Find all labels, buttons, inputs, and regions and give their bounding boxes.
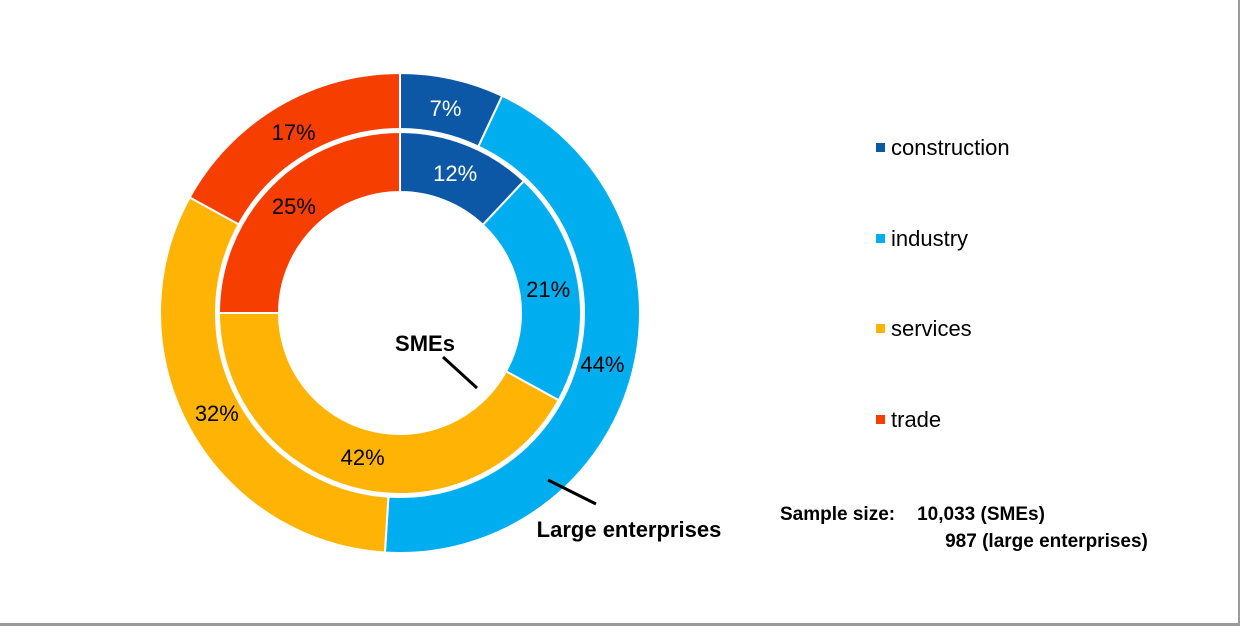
legend-item-trade: trade [876,406,941,433]
legend-marker-services [876,324,885,333]
legend-label-trade: trade [891,406,942,432]
large-enterprises-callout-label: Large enterprises [536,517,722,542]
slice-outer-services [159,196,390,554]
sample-size-large-value: 987 (large enterprises) [945,531,1148,552]
legend-item-industry: industry [876,225,968,252]
legend-label-industry: industry [891,225,969,251]
large-enterprises-leader-line [547,478,597,506]
sample-size-smes-value: 10,033 (SMEs) [917,504,1045,525]
legend-marker-industry [876,234,885,243]
legend-marker-trade [876,415,885,424]
smes-callout-label: SMEs [395,331,455,356]
legend-label-services: services [891,315,972,341]
sample-size-note: Sample size: 10,033 (SMEs) 987 (large en… [780,501,1148,555]
legend-label-construction: construction [891,134,1010,160]
sample-size-label: Sample size: [780,504,896,525]
legend-item-services: services [876,315,972,342]
sample-size-values: 10,033 (SMEs) 987 (large enterprises) [917,501,1148,555]
slice-inner-services [217,312,560,495]
smes-leader-line [441,355,479,390]
slice-outer-industry [383,94,641,554]
slice-outer-trade [188,71,401,226]
legend-item-construction: construction [876,134,1010,161]
legend-marker-construction [876,143,885,152]
slice-inner-trade [217,130,401,314]
